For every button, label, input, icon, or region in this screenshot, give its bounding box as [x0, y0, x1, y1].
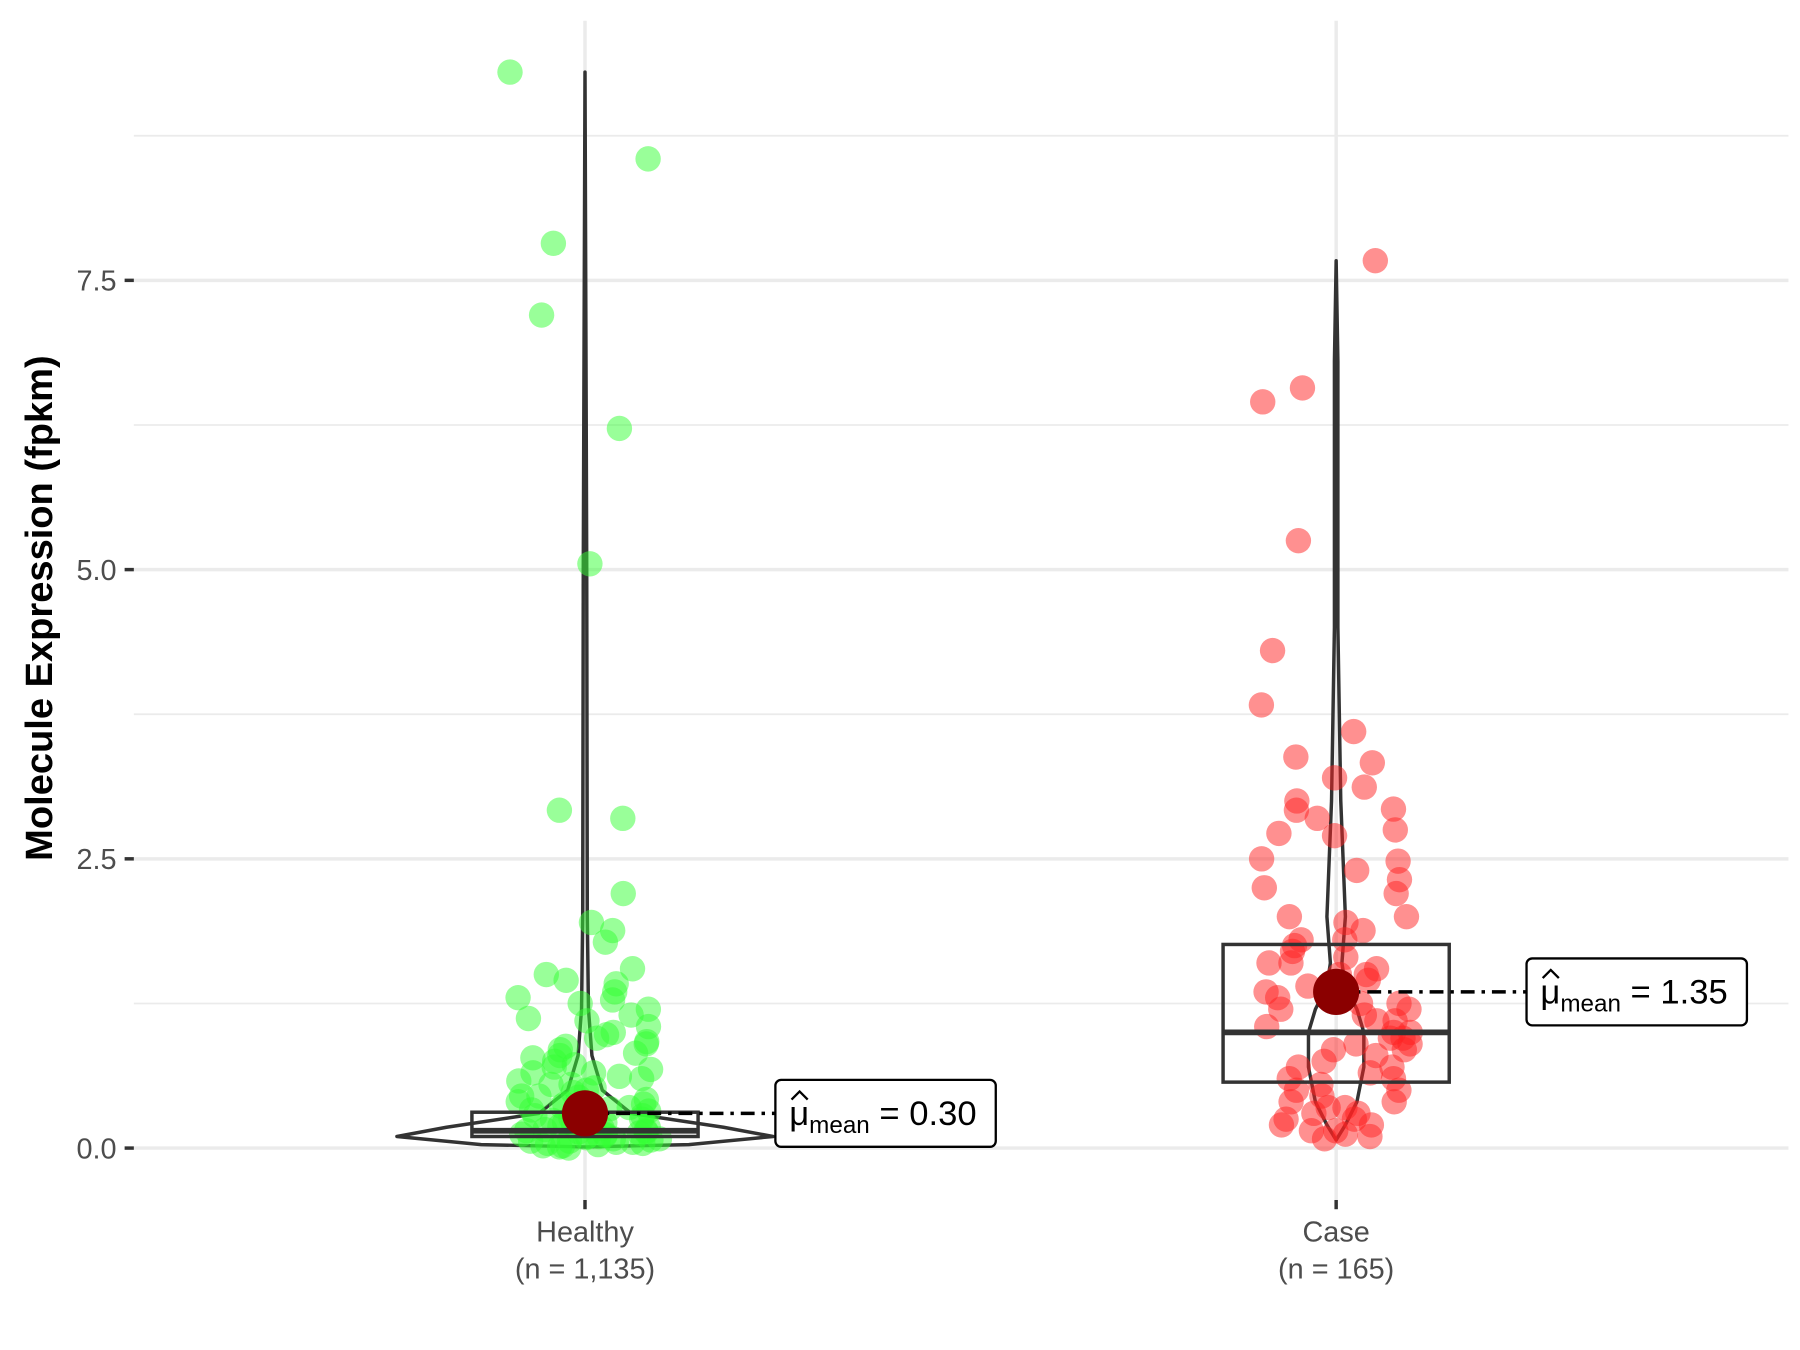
axes: 0.0 2.5 5.0 7.5 Healthy (n = 1,135) Case (n = 1… — [76, 266, 1394, 1286]
mu-symbol: μ — [789, 1095, 809, 1133]
data-point — [1248, 846, 1275, 872]
mean-label-box — [774, 1078, 997, 1148]
data-point — [1357, 1060, 1383, 1086]
data-point — [578, 909, 605, 936]
data-point — [1380, 796, 1407, 822]
data-point — [533, 961, 559, 988]
data-point — [497, 59, 523, 85]
data-point — [619, 956, 646, 982]
data-point — [630, 1091, 657, 1117]
mean-subscript: mean — [809, 1112, 870, 1139]
data-point — [1383, 880, 1409, 907]
data-point — [1340, 718, 1367, 745]
box-case — [1221, 942, 1451, 1084]
data-point — [1266, 820, 1292, 847]
data-point — [1320, 1037, 1347, 1063]
data-point — [1276, 903, 1303, 930]
data-point — [546, 797, 573, 823]
data-point — [1251, 875, 1277, 901]
data-point — [1351, 774, 1377, 800]
mean-value: = 1.35 — [1621, 973, 1728, 1011]
hat-icon — [1541, 968, 1560, 979]
data-point — [556, 1135, 582, 1161]
data-point — [610, 805, 636, 832]
data-point — [628, 1065, 655, 1092]
data-point — [610, 880, 636, 907]
data-point — [518, 1097, 545, 1123]
data-point — [606, 1063, 633, 1090]
data-point — [1256, 950, 1282, 976]
data-point — [1357, 1123, 1383, 1150]
data-point — [1390, 1025, 1416, 1051]
data-point — [1315, 1094, 1341, 1121]
data-point — [1343, 1031, 1369, 1057]
violin-healthy — [395, 70, 775, 1149]
data-point — [1285, 527, 1312, 554]
data-point — [1248, 692, 1275, 718]
data-point — [622, 1040, 649, 1066]
data-point — [540, 230, 567, 257]
mean-label: μmean = 0.30 — [789, 1095, 976, 1139]
x-tick-n-label: (n = 1,135) — [515, 1253, 655, 1285]
data-point — [592, 929, 619, 955]
data-point — [1393, 903, 1420, 930]
data-point — [606, 415, 633, 442]
data-point — [577, 551, 603, 577]
data-point — [1359, 750, 1386, 776]
data-point — [599, 987, 626, 1013]
data-point — [1273, 1106, 1299, 1132]
data-point — [1283, 744, 1309, 770]
data-point — [1362, 247, 1389, 274]
mean-point — [561, 1090, 609, 1137]
data-point — [583, 1025, 610, 1051]
data-point — [1289, 375, 1316, 401]
y-axis-title: Molecule Expression (fpkm) — [19, 355, 61, 860]
data-point — [1250, 389, 1276, 415]
data-point — [1386, 1077, 1412, 1103]
data-point — [1321, 765, 1348, 791]
data-point — [1344, 857, 1370, 884]
points — [497, 59, 1423, 1161]
mu-symbol: μ — [1540, 973, 1560, 1011]
data-point — [1254, 1013, 1280, 1040]
x-tick-label: Healthy — [536, 1217, 634, 1249]
data-point — [528, 302, 555, 328]
data-point — [1379, 1054, 1405, 1080]
data-point — [1385, 848, 1411, 874]
data-point — [1382, 817, 1408, 843]
hat-icon — [790, 1089, 809, 1101]
data-point — [505, 984, 531, 1011]
data-point — [635, 146, 661, 172]
data-point — [1355, 967, 1381, 994]
y-tick-label: 2.5 — [76, 844, 116, 876]
data-point — [1276, 1065, 1302, 1092]
mean-label-box — [1525, 957, 1749, 1027]
mean-subscript: mean — [1560, 991, 1621, 1018]
mean-point — [1313, 968, 1360, 1015]
data-point — [1345, 1100, 1371, 1127]
x-tick-n-label: (n = 165) — [1278, 1253, 1394, 1285]
data-point — [1332, 927, 1358, 953]
y-tick-label: 0.0 — [76, 1133, 116, 1165]
data-point — [1321, 823, 1348, 849]
data-point — [561, 1052, 587, 1078]
data-point — [1283, 797, 1310, 823]
data-point — [1396, 996, 1422, 1022]
y-tick-label: 5.0 — [76, 555, 116, 587]
data-point — [515, 1005, 542, 1032]
data-point — [520, 1060, 546, 1086]
y-tick-label: 7.5 — [76, 266, 116, 298]
mean-label: μmean = 1.35 — [1540, 973, 1727, 1017]
data-point — [1278, 950, 1304, 976]
data-point — [1268, 996, 1294, 1022]
data-point — [1364, 1008, 1390, 1034]
data-point — [1304, 805, 1330, 832]
mean-value: = 0.30 — [870, 1095, 977, 1133]
data-point — [1332, 1121, 1359, 1147]
data-point — [1259, 637, 1286, 664]
x-tick-label: Case — [1302, 1217, 1369, 1249]
data-point — [553, 967, 579, 994]
